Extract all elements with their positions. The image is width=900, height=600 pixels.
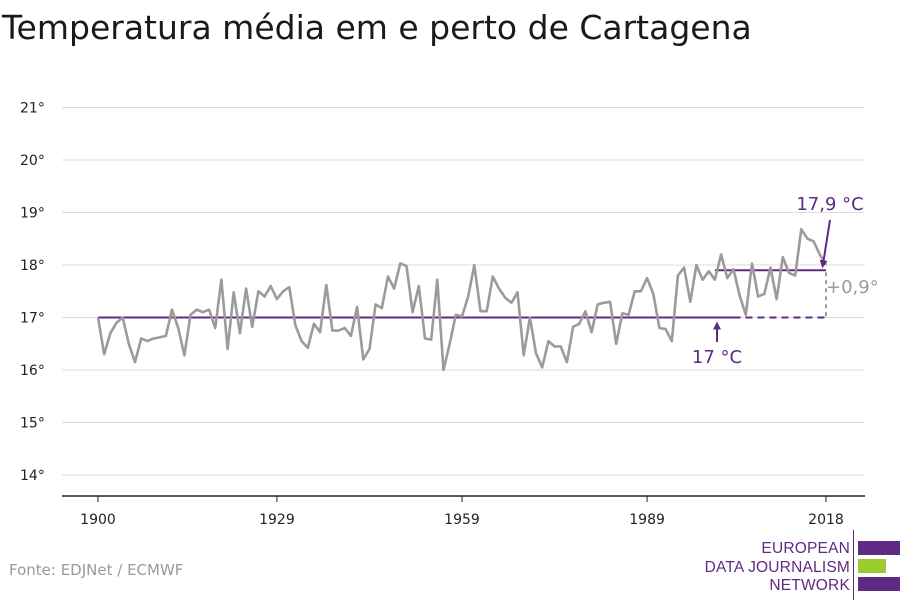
y-tick-label-14: 14°: [20, 468, 45, 484]
logo-bar-purple-bottom: [858, 577, 900, 591]
grid-lines: [62, 107, 865, 476]
edjnet-logo: EUROPEAN DATA JOURNALISM NETWORK: [700, 530, 900, 600]
source-note: Fonte: EDJNet / ECMWF: [9, 561, 184, 579]
y-tick-label-18: 18°: [20, 258, 45, 274]
y-tick-label-19: 19°: [20, 206, 45, 222]
logo-line-2: DATA JOURNALISM: [704, 559, 850, 576]
baseline-average-label: 17 °C: [692, 347, 742, 368]
annotations: 17,9 °C 17 °C +0,9°: [692, 194, 879, 368]
logo-bar-green: [858, 559, 886, 573]
recent-average-label: 17,9 °C: [796, 194, 863, 215]
y-axis-labels: 14° 15° 16° 17° 18° 19° 20° 21°: [20, 101, 45, 485]
y-tick-label-21: 21°: [20, 101, 45, 117]
y-tick-label-17: 17°: [20, 311, 45, 327]
series-group: [96, 228, 828, 372]
temperature-series-line: [96, 228, 828, 372]
x-tick-label-1989: 1989: [629, 512, 665, 528]
x-tick-label-2018: 2018: [808, 512, 844, 528]
logo-line-1: EUROPEAN: [761, 540, 850, 557]
difference-label: +0,9°: [826, 277, 879, 298]
x-tick-label-1929: 1929: [259, 512, 295, 528]
y-tick-label-15: 15°: [20, 416, 45, 432]
logo-bar-purple-top: [858, 541, 900, 555]
recent-average-arrow: [819, 219, 831, 269]
logo-line-3: NETWORK: [769, 577, 850, 594]
y-tick-label-20: 20°: [20, 153, 45, 169]
x-tick-label-1900: 1900: [80, 512, 116, 528]
x-tick-label-1959: 1959: [444, 512, 480, 528]
x-axis: [62, 495, 865, 502]
logo-divider: [853, 530, 854, 600]
chart-title: Temperatura média em e perto de Cartagen…: [2, 8, 752, 47]
x-axis-labels: 1900 1929 1959 1989 2018: [80, 512, 844, 528]
y-tick-label-16: 16°: [20, 363, 45, 379]
